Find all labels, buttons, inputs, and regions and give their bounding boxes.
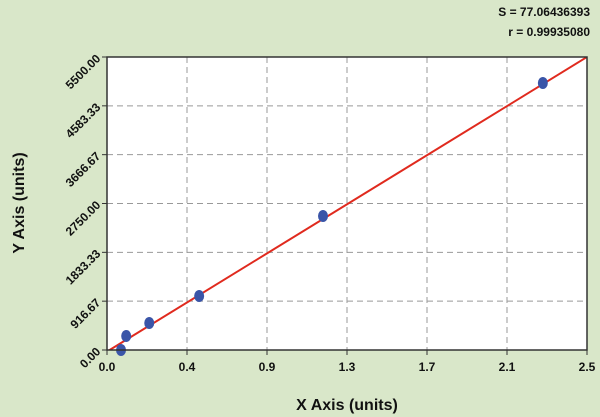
- points-layer: [116, 76, 548, 356]
- data-point: [144, 316, 155, 329]
- fit-line: [107, 57, 587, 350]
- x-tick-label: 0.9: [259, 360, 276, 374]
- y-tick-label: 4583.33: [63, 100, 104, 141]
- x-tick-label: 1.3: [339, 360, 356, 374]
- annotation: r = 0.99935080: [508, 25, 590, 39]
- data-point: [194, 289, 205, 302]
- x-tick-label: 0.0: [99, 360, 116, 374]
- y-tick-label: 5500.00: [63, 51, 104, 92]
- data-point: [537, 76, 548, 89]
- x-axis-title: X Axis (units): [296, 397, 398, 414]
- x-tick-label: 0.4: [179, 360, 196, 374]
- y-tick-label: 3666.67: [63, 149, 104, 190]
- data-point: [121, 329, 132, 342]
- fit-layer: [107, 57, 587, 350]
- x-tick-label: 2.1: [499, 360, 516, 374]
- plot-border: [106, 56, 588, 351]
- x-tick-label: 2.5: [579, 360, 596, 374]
- y-axis-title: Y Axis (units): [11, 152, 28, 253]
- y-tick-label: 2750.00: [63, 198, 104, 239]
- data-point: [318, 210, 328, 223]
- annotation: S = 77.06436393: [498, 5, 590, 19]
- y-tick-label: 1833.33: [63, 247, 104, 288]
- y-tick-label: 916.67: [68, 295, 104, 331]
- x-tick-label: 1.7: [419, 360, 436, 374]
